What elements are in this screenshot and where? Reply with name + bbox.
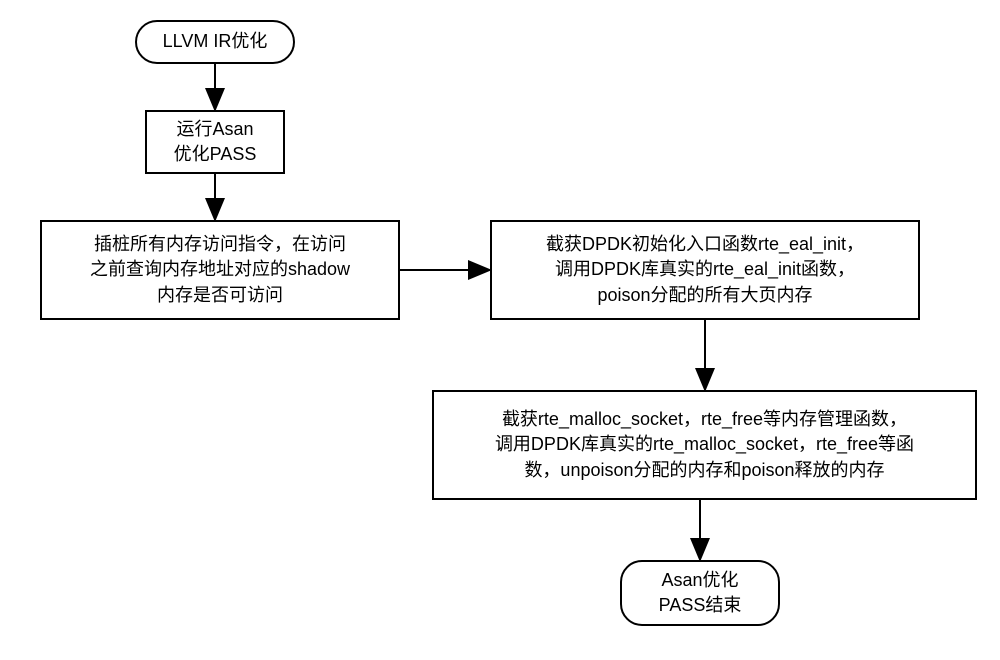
process-intercept-eal-init: 截获DPDK初始化入口函数rte_eal_init， 调用DPDK库真实的rte… xyxy=(490,220,920,320)
flow-connectors xyxy=(0,0,1000,660)
process-instrument-memory: 插桩所有内存访问指令，在访问 之前查询内存地址对应的shadow 内存是否可访问 xyxy=(40,220,400,320)
node-label: 截获DPDK初始化入口函数rte_eal_init， 调用DPDK库真实的rte… xyxy=(546,232,864,308)
terminator-end: Asan优化 PASS结束 xyxy=(620,560,780,626)
terminator-start: LLVM IR优化 xyxy=(135,20,295,64)
process-run-asan-pass: 运行Asan 优化PASS xyxy=(145,110,285,174)
node-label: LLVM IR优化 xyxy=(163,29,268,54)
node-label: 运行Asan 优化PASS xyxy=(174,117,257,167)
node-label: 插桩所有内存访问指令，在访问 之前查询内存地址对应的shadow 内存是否可访问 xyxy=(90,232,350,308)
node-label: Asan优化 PASS结束 xyxy=(659,568,742,618)
process-intercept-malloc-free: 截获rte_malloc_socket，rte_free等内存管理函数， 调用D… xyxy=(432,390,977,500)
node-label: 截获rte_malloc_socket，rte_free等内存管理函数， 调用D… xyxy=(495,407,914,483)
